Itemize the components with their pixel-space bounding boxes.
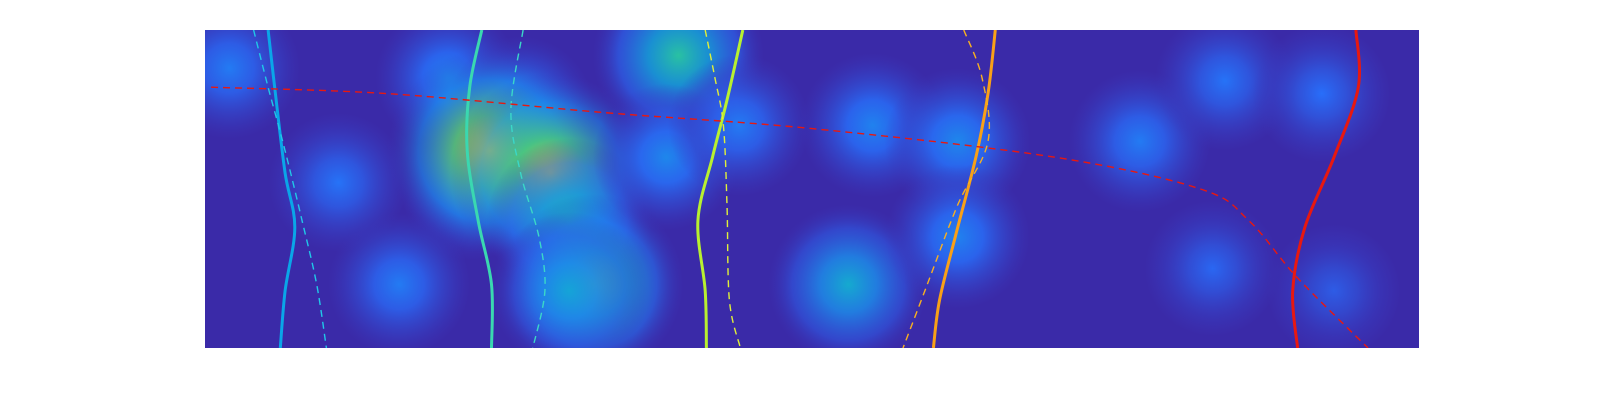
dashed-series-line-10 — [211, 86, 1369, 348]
solid-series-line-1 — [266, 30, 297, 348]
heat-spot — [490, 211, 649, 348]
dashed-series-line-8 — [902, 30, 991, 348]
solid-series-line-5 — [696, 30, 745, 348]
heat-spot — [328, 213, 471, 348]
dashed-series-line-4 — [510, 30, 546, 348]
heat-spot — [268, 112, 409, 253]
dashed-series-line-2 — [252, 30, 328, 348]
heat-spot — [1252, 30, 1391, 163]
heat-spot — [1144, 200, 1281, 337]
heat-spot — [885, 164, 1031, 310]
solid-series-line-7 — [931, 30, 997, 348]
series-layer — [211, 30, 1369, 348]
heat-spot — [1267, 224, 1401, 348]
heat-spot — [667, 54, 811, 197]
solid-series-line-9 — [1291, 30, 1361, 348]
solid-series-line-3 — [465, 30, 494, 348]
